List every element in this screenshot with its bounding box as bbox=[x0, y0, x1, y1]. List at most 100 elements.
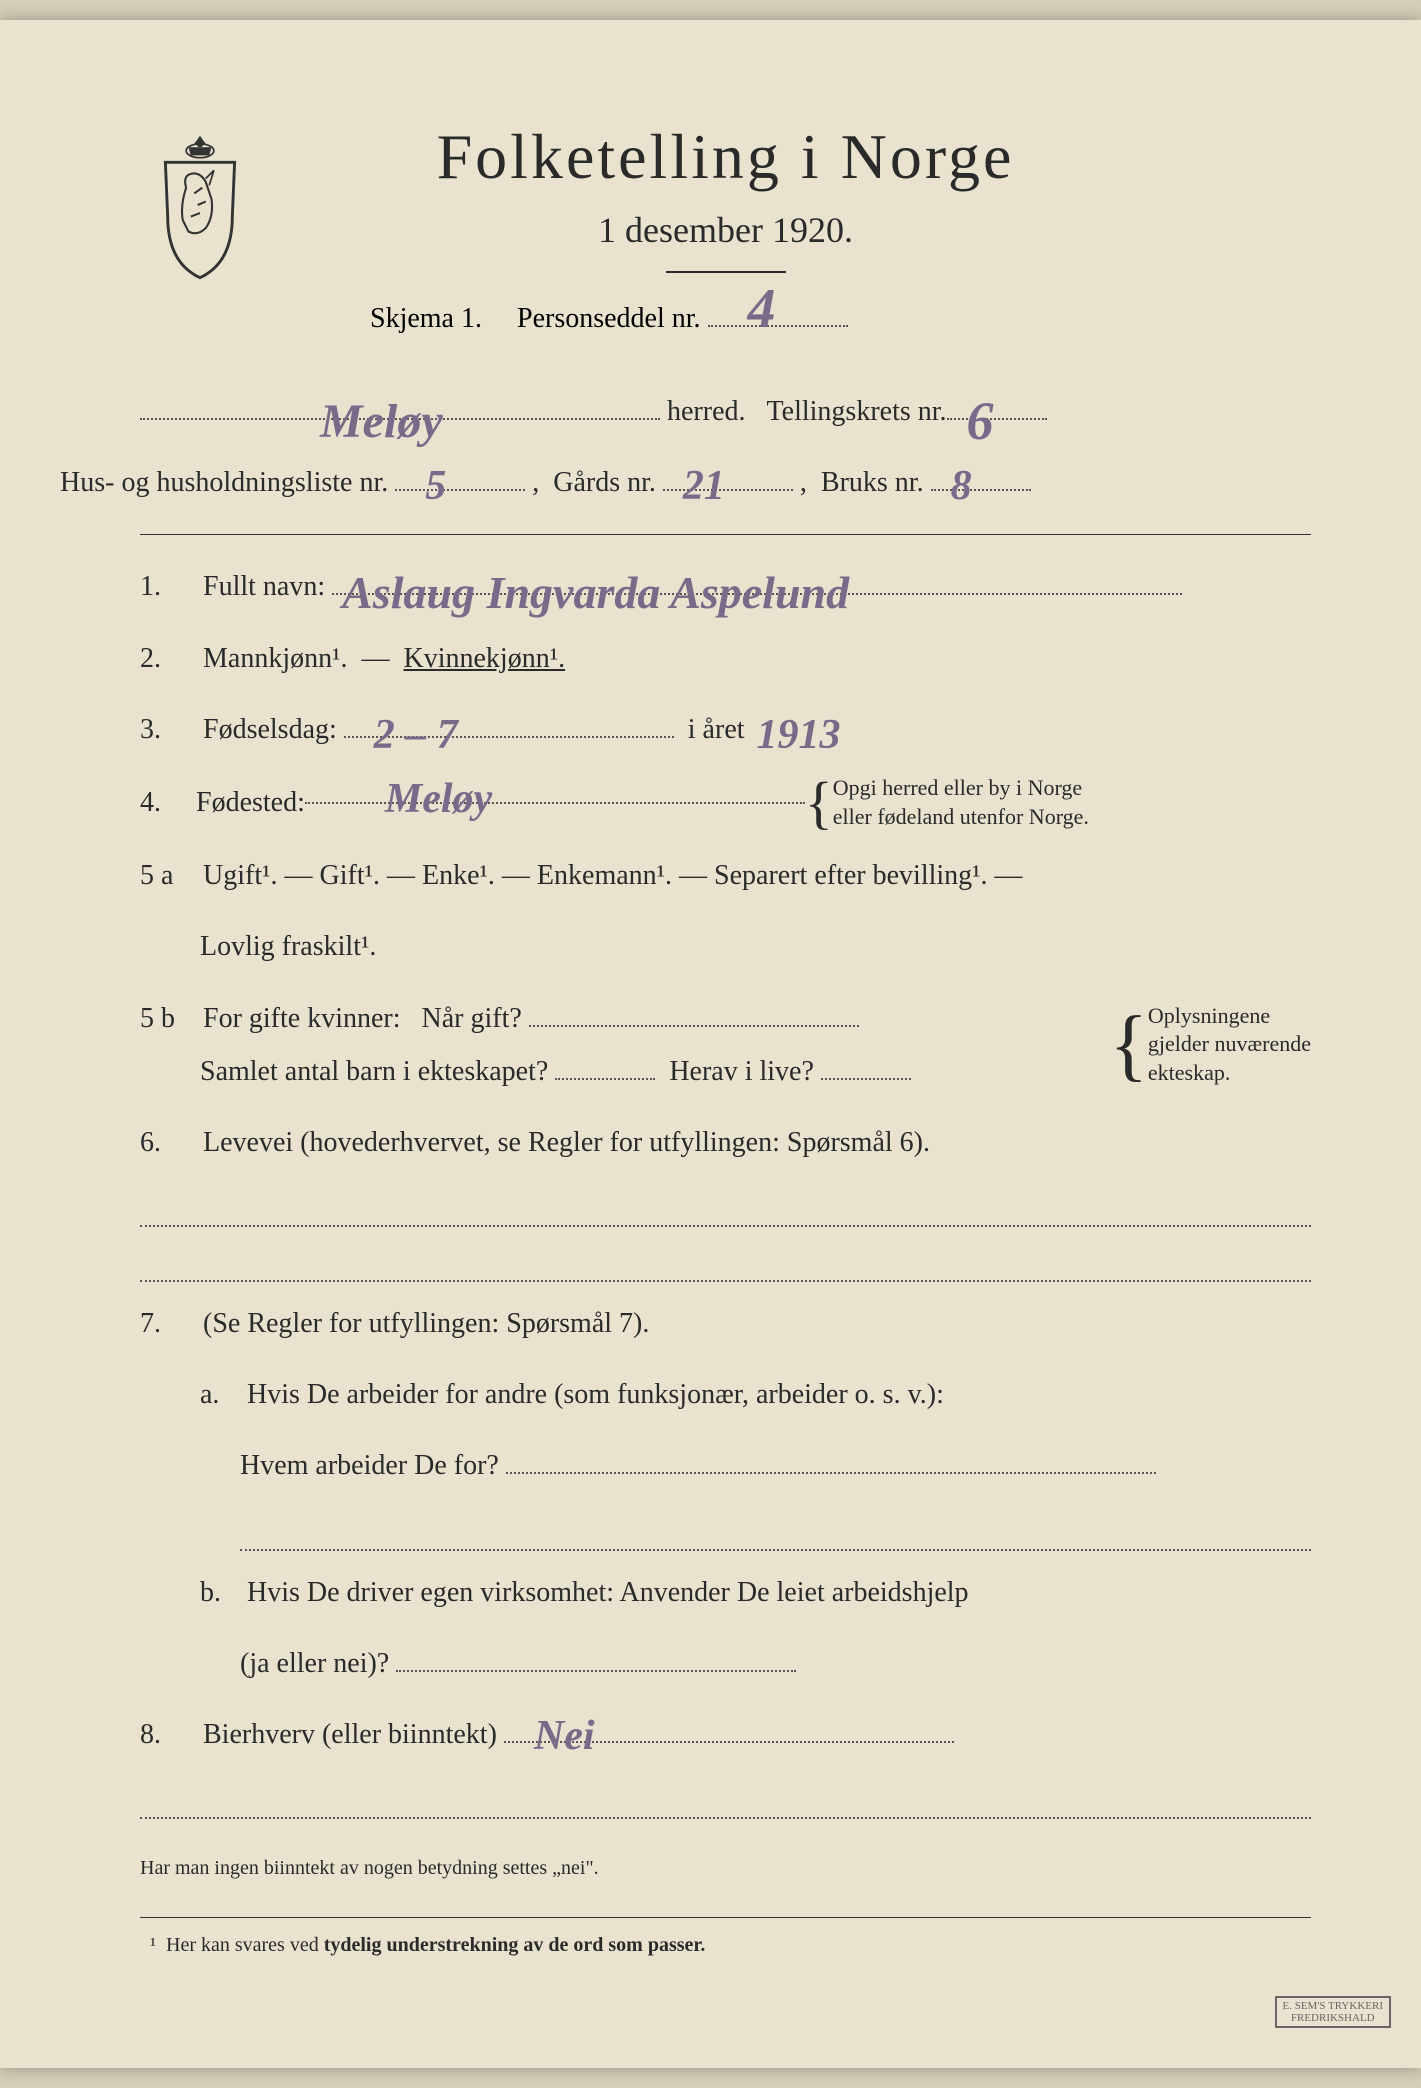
q5a-options2: Lovlig fraskilt¹. bbox=[200, 931, 376, 962]
q7a-text2: Hvem arbeider De for? bbox=[240, 1450, 499, 1481]
footnote-2-num: ¹ bbox=[150, 1934, 156, 1956]
q2-kvinne: Kvinnekjønn¹. bbox=[404, 643, 566, 674]
tellingskrets-label: Tellingskrets nr. bbox=[767, 385, 947, 438]
bruks-label: Bruks nr. bbox=[821, 467, 924, 498]
q1-num: 1. bbox=[140, 560, 196, 613]
q2-dash: — bbox=[362, 643, 390, 674]
q7b-row2: (ja eller nei)? bbox=[140, 1637, 1311, 1690]
personseddel-label: Personseddel nr. bbox=[517, 303, 701, 334]
q7-row: 7. (Se Regler for utfyllingen: Spørsmål … bbox=[140, 1297, 1311, 1350]
personseddel-field: 4 bbox=[708, 325, 848, 327]
herred-value: Meløy bbox=[320, 376, 443, 467]
q7a-label: a. bbox=[200, 1368, 240, 1421]
q5b-gift-field bbox=[529, 1025, 859, 1027]
q3-row: 3. Fødselsdag: 2 – 7 i året 1913 bbox=[140, 703, 1311, 756]
hushold-field: 5 bbox=[395, 489, 525, 491]
q2-mann: Mannkjønn¹. bbox=[203, 643, 348, 674]
q4-note-2: eller fødeland utenfor Norge. bbox=[833, 804, 1089, 829]
q7a-row: a. Hvis De arbeider for andre (som funks… bbox=[140, 1368, 1311, 1421]
q3-year-label: i året bbox=[688, 714, 745, 745]
skjema-label: Skjema 1. bbox=[370, 303, 482, 334]
q4-note: Opgi herred eller by i Norge eller fødel… bbox=[833, 774, 1089, 831]
q3-day-field: 2 – 7 bbox=[344, 736, 674, 738]
q6-num: 6. bbox=[140, 1116, 196, 1169]
q5b-label3: Samlet antal barn i ekteskapet? bbox=[140, 1056, 548, 1087]
section-divider-1 bbox=[140, 534, 1311, 535]
q6-row: 6. Levevei (hovederhvervet, se Regler fo… bbox=[140, 1116, 1311, 1169]
hushold-label: Hus- og husholdningsliste nr. bbox=[60, 467, 388, 498]
q8-label: Bierhverv (eller biinntekt) bbox=[203, 1719, 497, 1750]
hushold-row: Hus- og husholdningsliste nr. 5 , Gårds … bbox=[60, 456, 1311, 509]
herred-label: herred. bbox=[667, 385, 746, 438]
coat-of-arms-icon bbox=[140, 130, 260, 280]
page-subtitle: 1 desember 1920. bbox=[140, 209, 1311, 251]
q7b-text1: Hvis De driver egen virksomhet: Anvender… bbox=[247, 1577, 969, 1608]
q5b-label1: For gifte kvinner: bbox=[203, 1003, 401, 1034]
q5a-num: 5 a bbox=[140, 849, 196, 902]
q8-row: 8. Bierhverv (eller biinntekt) Nei bbox=[140, 1708, 1311, 1761]
gards-field: 21 bbox=[663, 489, 793, 491]
stamp-line1: E. SEM'S TRYKKERI bbox=[1283, 2000, 1384, 2012]
hushold-value: 5 bbox=[425, 447, 446, 527]
herred-field: Meløy bbox=[140, 418, 660, 420]
q7a-field bbox=[506, 1472, 1156, 1474]
q4-note-1: Opgi herred eller by i Norge bbox=[833, 775, 1082, 800]
q7-label: (Se Regler for utfyllingen: Spørsmål 7). bbox=[203, 1308, 649, 1339]
q1-label: Fullt navn: bbox=[203, 571, 325, 602]
q1-field: Aslaug Ingvarda Aspelund bbox=[332, 593, 1182, 595]
bruks-field: 8 bbox=[931, 489, 1031, 491]
q3-label: Fødselsdag: bbox=[203, 714, 337, 745]
q4-num: 4. bbox=[140, 776, 196, 829]
footnote-1: Har man ingen biinntekt av nogen betydni… bbox=[140, 1849, 1311, 1887]
q5b-num: 5 b bbox=[140, 992, 196, 1045]
q8-value: Nei bbox=[534, 1697, 595, 1777]
q5a-options: Ugift¹. — Gift¹. — Enke¹. — Enkemann¹. —… bbox=[203, 860, 1023, 891]
q5b-note-3: ekteskap. bbox=[1148, 1060, 1230, 1085]
q8-field-2 bbox=[140, 1779, 1311, 1819]
q6-label: Levevei (hovederhvervet, se Regler for u… bbox=[203, 1127, 930, 1158]
personseddel-value: 4 bbox=[748, 277, 776, 341]
q5b-label4: Herav i live? bbox=[669, 1056, 814, 1087]
q5b-row: 5 b For gifte kvinner: Når gift? Samlet … bbox=[140, 992, 1311, 1098]
herred-row: Meløy herred. Tellingskrets nr. 6 bbox=[140, 385, 1311, 438]
q3-year-value: 1913 bbox=[757, 696, 841, 776]
q1-value: Aslaug Ingvarda Aspelund bbox=[342, 549, 849, 636]
q5b-note-2: gjelder nuværende bbox=[1148, 1031, 1311, 1056]
footnote-2-text-a: Her kan svares ved bbox=[166, 1934, 324, 1956]
q2-row: 2. Mannkjønn¹. — Kvinnekjønn¹. bbox=[140, 632, 1311, 685]
gards-value: 21 bbox=[683, 447, 725, 527]
q7-num: 7. bbox=[140, 1297, 196, 1350]
q5a-row: 5 a Ugift¹. — Gift¹. — Enke¹. — Enkemann… bbox=[140, 849, 1311, 902]
q4-value: Meløy bbox=[385, 760, 492, 840]
q7b-row: b. Hvis De driver egen virksomhet: Anven… bbox=[140, 1566, 1311, 1619]
footnote-2-text-b: tydelig understrekning av de ord som pas… bbox=[324, 1934, 706, 1956]
footnote-1-text: Har man ingen biinntekt av nogen betydni… bbox=[140, 1857, 599, 1879]
q8-num: 8. bbox=[140, 1708, 196, 1761]
gards-label: Gårds nr. bbox=[553, 467, 656, 498]
q2-num: 2. bbox=[140, 632, 196, 685]
q4-row: 4. Fødested: Meløy { Opgi herred eller b… bbox=[140, 774, 1311, 831]
q7b-label: b. bbox=[200, 1566, 240, 1619]
page-title: Folketelling i Norge bbox=[140, 120, 1311, 194]
q5b-brace-icon: { bbox=[1109, 1025, 1147, 1065]
q7b-text2: (ja eller nei)? bbox=[240, 1648, 389, 1679]
q4-label: Fødested: bbox=[196, 776, 305, 829]
q6-field-1 bbox=[140, 1187, 1311, 1227]
form-header: Folketelling i Norge 1 desember 1920. Sk… bbox=[140, 120, 1311, 335]
q8-field: Nei bbox=[504, 1741, 954, 1743]
q7b-field bbox=[396, 1670, 796, 1672]
stamp-line2: FREDRIKSHALD bbox=[1291, 2012, 1375, 2024]
q6-field-2 bbox=[140, 1242, 1311, 1282]
q5b-barn-field bbox=[555, 1078, 655, 1080]
bruks-value: 8 bbox=[951, 447, 972, 527]
q4-field: Meløy bbox=[305, 802, 805, 804]
q7a-field-2 bbox=[240, 1511, 1311, 1551]
skjema-row: Skjema 1. Personseddel nr. 4 bbox=[140, 303, 1311, 335]
q7a-text1: Hvis De arbeider for andre (som funksjon… bbox=[247, 1379, 944, 1410]
q1-row: 1. Fullt navn: Aslaug Ingvarda Aspelund bbox=[140, 560, 1311, 613]
title-divider bbox=[666, 271, 786, 273]
printer-stamp: E. SEM'S TRYKKERI FREDRIKSHALD bbox=[1275, 1996, 1392, 2028]
q5b-label2: Når gift? bbox=[422, 1003, 522, 1034]
q4-brace-icon: { bbox=[805, 788, 833, 817]
tellingskrets-field: 6 bbox=[947, 418, 1047, 420]
